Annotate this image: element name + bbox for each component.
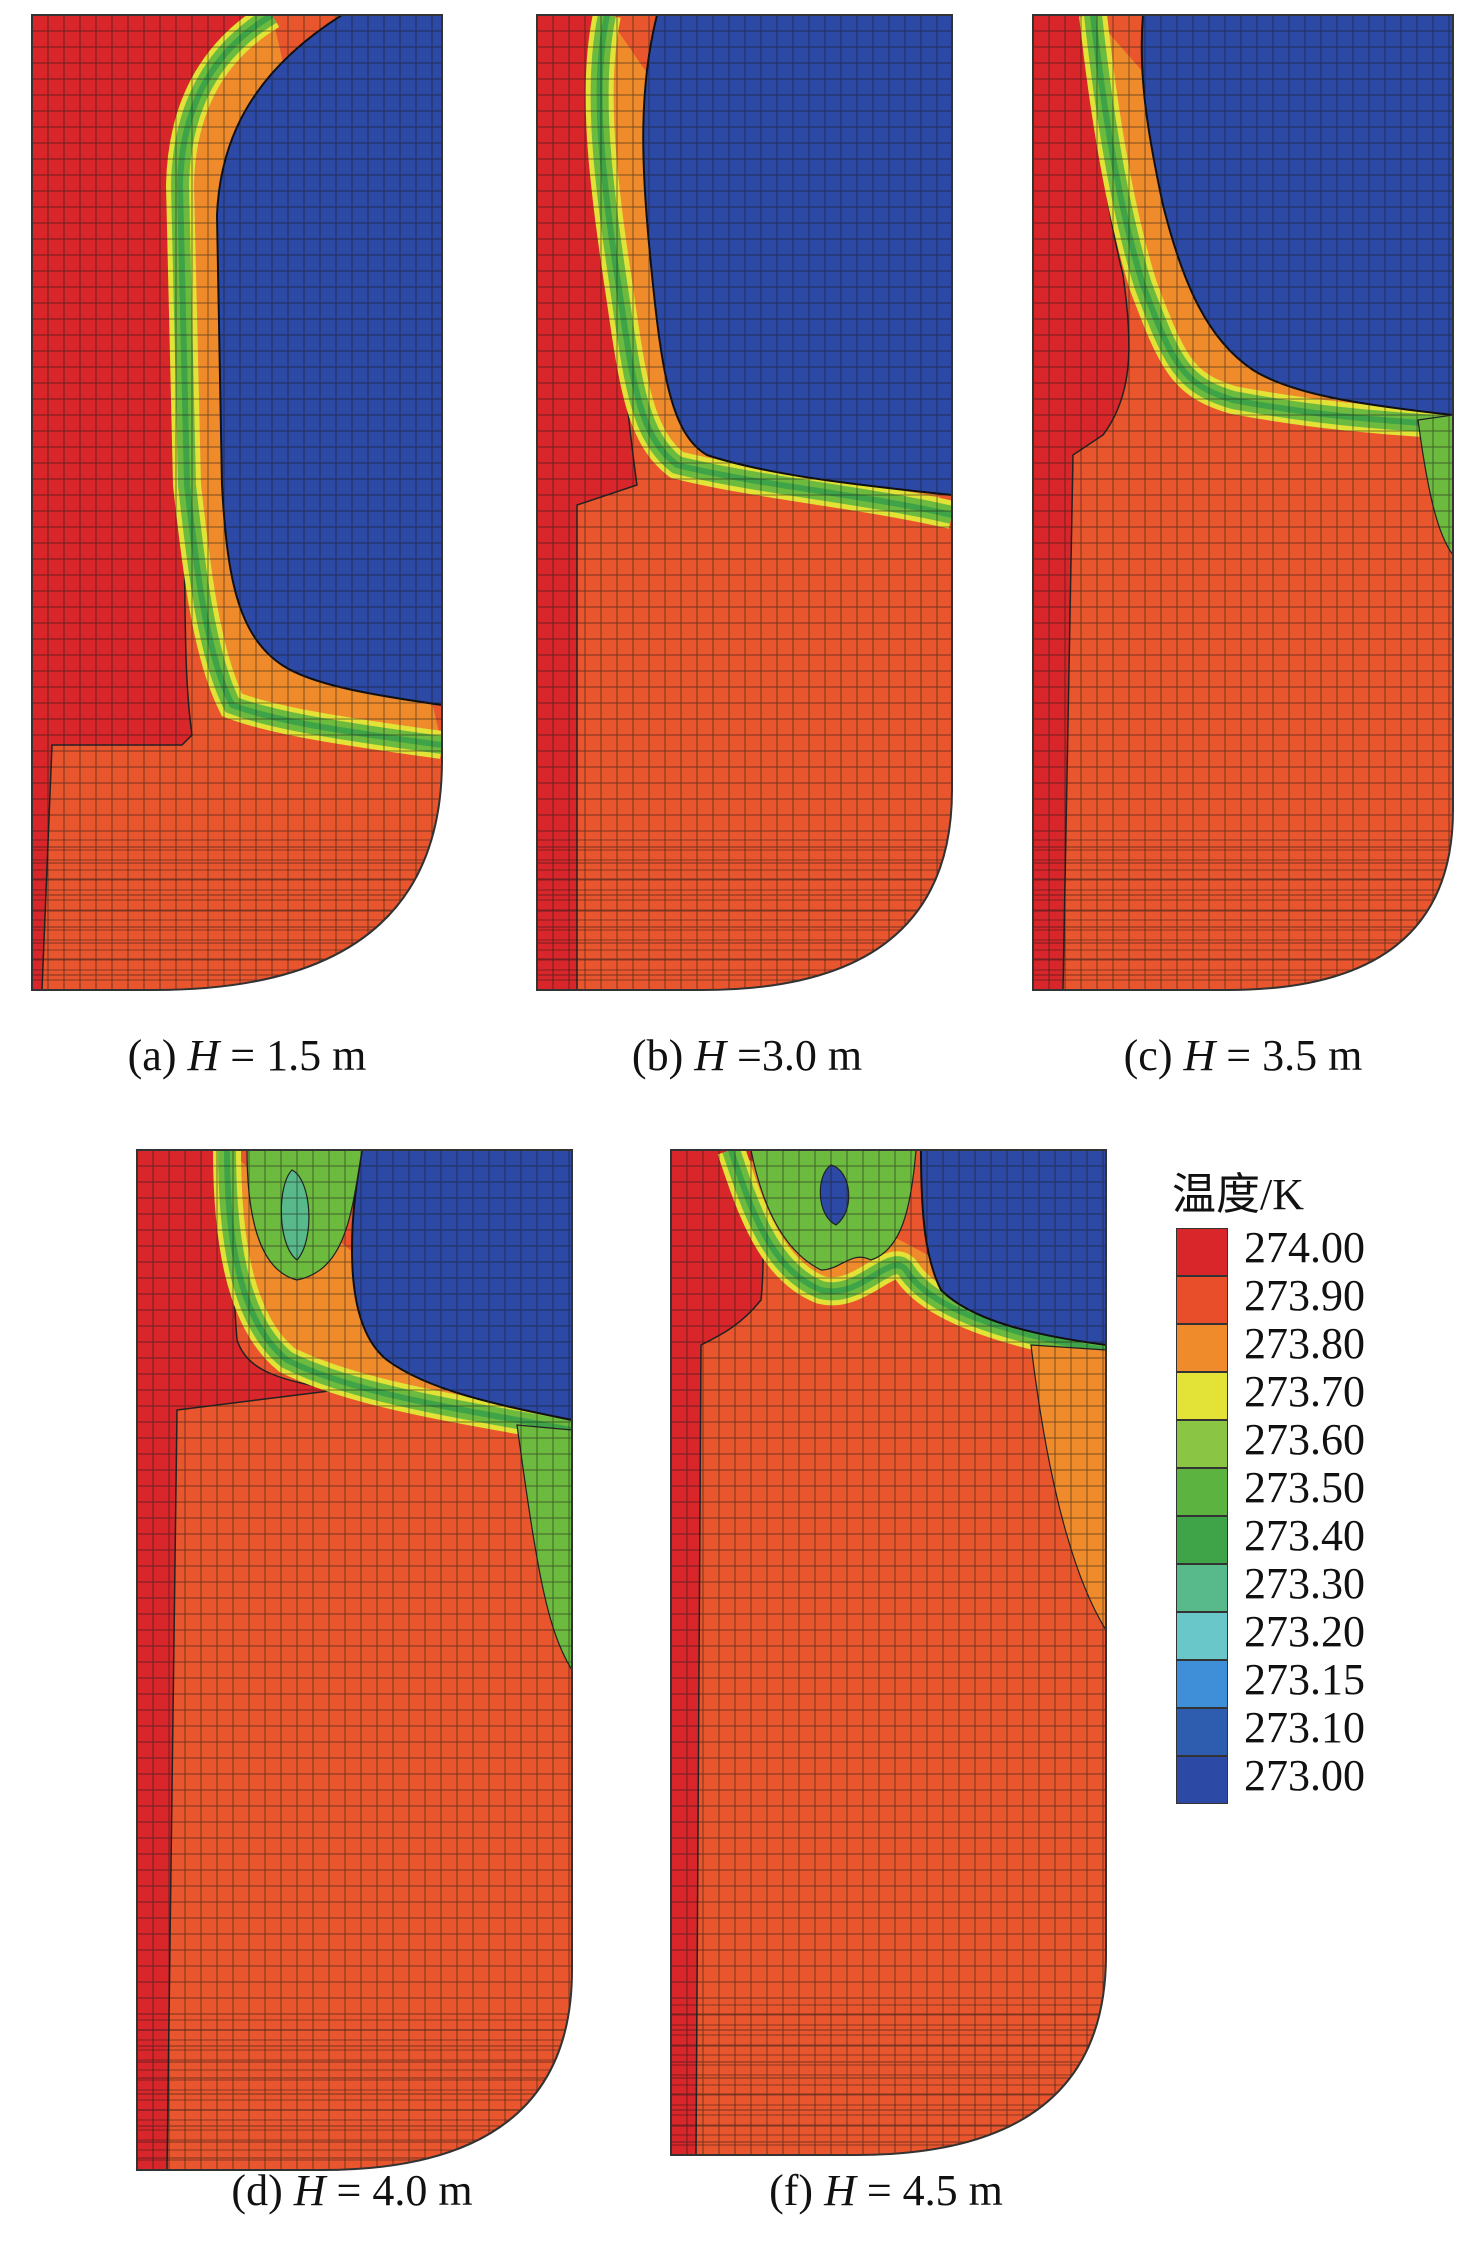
mesh-grid [137, 1150, 572, 2170]
cold-region [1140, 15, 1453, 417]
panel-f-contour [670, 1149, 1107, 2156]
caption-a-prefix: (a) [127, 1031, 188, 1080]
vessel-outline [670, 1149, 1107, 2156]
panel-b-contour [536, 14, 953, 991]
caption-f: (f) H = 4.5 m [671, 2165, 1101, 2216]
legend-label: 273.50 [1244, 1463, 1365, 1512]
mesh-grid-fine [1033, 839, 1453, 981]
legend-label: 273.60 [1244, 1415, 1365, 1464]
caption-d-suffix: = 4.0 m [325, 2166, 473, 2215]
legend-label: 273.70 [1244, 1367, 1365, 1416]
band-darkgreen [224, 1150, 572, 1433]
caption-c: (c) H = 3.5 m [1033, 1030, 1453, 1081]
legend-swatch [1176, 1708, 1228, 1756]
mesh-grid [537, 15, 952, 990]
vessel-outline [1032, 14, 1454, 991]
vessel-outline [31, 14, 443, 991]
legend-swatch [1176, 1276, 1228, 1324]
contour-svg [31, 14, 443, 991]
mesh-grid-fine [671, 2004, 1106, 2146]
caption-a: (a) H = 1.5 m [32, 1030, 462, 1081]
legend-label: 273.90 [1244, 1271, 1365, 1320]
caption-b: (b) H =3.0 m [537, 1030, 957, 1081]
legend-swatch [1176, 1228, 1228, 1276]
panel-d-contour [136, 1149, 573, 2171]
cold-region [215, 15, 442, 707]
caption-a-var: H [187, 1031, 220, 1080]
mesh-grid-fine [537, 839, 952, 981]
mesh-grid [32, 15, 442, 990]
legend-label: 273.80 [1244, 1319, 1365, 1368]
panel-c-contour [1032, 14, 1454, 991]
caption-b-var: H [694, 1031, 727, 1080]
legend-swatch [1176, 1660, 1228, 1708]
legend-label: 273.00 [1244, 1751, 1365, 1800]
legend-label: 273.40 [1244, 1511, 1365, 1560]
legend-label: 273.10 [1244, 1703, 1365, 1752]
caption-c-suffix: = 3.5 m [1215, 1031, 1363, 1080]
mesh-grid [671, 1150, 1106, 2155]
caption-f-var: H [824, 2166, 856, 2215]
contour-svg [1032, 14, 1454, 991]
legend-swatch [1176, 1564, 1228, 1612]
contour-svg [136, 1149, 573, 2171]
legend-label: 273.20 [1244, 1607, 1365, 1656]
legend-label: 273.15 [1244, 1655, 1365, 1704]
panel-a-contour [31, 14, 443, 991]
legend-label: 273.30 [1244, 1559, 1365, 1608]
legend-swatch [1176, 1468, 1228, 1516]
mesh-grid-fine [137, 2019, 572, 2161]
legend-swatch [1176, 1324, 1228, 1372]
legend-swatch [1176, 1516, 1228, 1564]
vessel-outline [536, 14, 953, 991]
contour-svg [670, 1149, 1107, 2156]
legend-swatch [1176, 1756, 1228, 1804]
band-darkgreen [596, 15, 952, 518]
caption-c-prefix: (c) [1123, 1031, 1184, 1080]
caption-d-prefix: (d) [231, 2166, 294, 2215]
legend-color-bar [1176, 1228, 1228, 1804]
legend-swatch [1176, 1612, 1228, 1660]
legend-swatch [1176, 1372, 1228, 1420]
caption-d: (d) H = 4.0 m [137, 2165, 567, 2216]
vessel-outline [136, 1149, 573, 2171]
caption-d-var: H [293, 2166, 326, 2215]
caption-b-prefix: (b) [631, 1031, 695, 1080]
contour-svg [536, 14, 953, 991]
caption-f-suffix: = 4.5 m [855, 2166, 1003, 2215]
legend-swatch [1176, 1420, 1228, 1468]
cold-region [919, 1150, 1106, 1347]
band-darkgreen [176, 15, 442, 748]
band-darkgreen [728, 1150, 1106, 1353]
caption-f-prefix: (f) [769, 2166, 825, 2215]
legend-label: 274.00 [1244, 1223, 1365, 1272]
caption-b-suffix: =3.0 m [726, 1031, 863, 1080]
band-darkgreen [1090, 15, 1453, 428]
legend-title: 温度/K [1172, 1170, 1304, 1219]
caption-a-suffix: = 1.5 m [219, 1031, 367, 1080]
mesh-grid [1033, 15, 1453, 990]
caption-c-var: H [1183, 1031, 1216, 1080]
